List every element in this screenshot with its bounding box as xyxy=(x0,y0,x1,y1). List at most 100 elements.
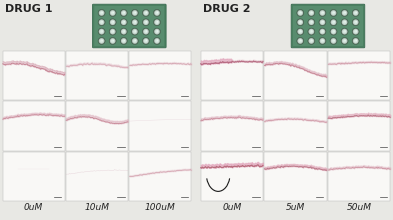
Circle shape xyxy=(354,39,358,43)
Circle shape xyxy=(310,20,313,24)
Circle shape xyxy=(144,11,148,15)
Bar xyxy=(129,152,191,201)
Circle shape xyxy=(320,38,325,44)
Circle shape xyxy=(146,21,147,22)
FancyBboxPatch shape xyxy=(94,6,164,46)
Circle shape xyxy=(353,10,358,16)
Circle shape xyxy=(131,28,138,35)
Circle shape xyxy=(344,30,346,32)
Circle shape xyxy=(143,38,149,44)
Circle shape xyxy=(154,29,160,34)
Circle shape xyxy=(143,10,149,16)
Circle shape xyxy=(308,9,315,16)
Circle shape xyxy=(99,10,105,16)
Circle shape xyxy=(155,20,159,24)
Circle shape xyxy=(319,9,326,16)
Circle shape xyxy=(153,19,160,26)
Circle shape xyxy=(144,39,148,43)
Circle shape xyxy=(101,21,103,22)
Circle shape xyxy=(109,19,116,26)
Circle shape xyxy=(144,20,148,24)
Circle shape xyxy=(146,30,147,32)
Circle shape xyxy=(112,40,114,41)
Circle shape xyxy=(109,28,116,35)
Circle shape xyxy=(344,12,346,13)
Bar xyxy=(66,101,128,150)
Circle shape xyxy=(319,28,326,35)
Circle shape xyxy=(121,38,127,44)
Bar xyxy=(264,51,327,100)
Circle shape xyxy=(299,20,302,24)
Bar xyxy=(264,101,327,150)
Circle shape xyxy=(99,29,105,34)
Bar xyxy=(201,51,263,100)
Circle shape xyxy=(330,28,337,35)
Circle shape xyxy=(332,30,335,33)
Circle shape xyxy=(111,39,114,43)
Circle shape xyxy=(143,20,149,25)
Bar xyxy=(328,152,390,201)
Circle shape xyxy=(342,29,347,34)
Text: 5uM: 5uM xyxy=(286,203,305,212)
Circle shape xyxy=(122,20,125,24)
Circle shape xyxy=(319,37,326,44)
Circle shape xyxy=(110,10,116,16)
Circle shape xyxy=(344,21,346,22)
Circle shape xyxy=(322,30,324,32)
Circle shape xyxy=(344,40,346,41)
Circle shape xyxy=(355,21,357,22)
Circle shape xyxy=(352,28,359,35)
Circle shape xyxy=(341,37,348,44)
Circle shape xyxy=(342,20,347,25)
Circle shape xyxy=(299,39,302,43)
Circle shape xyxy=(333,12,335,13)
Circle shape xyxy=(298,29,303,34)
Circle shape xyxy=(354,30,358,33)
Circle shape xyxy=(134,21,136,22)
Circle shape xyxy=(112,12,114,13)
Circle shape xyxy=(333,40,335,41)
Bar xyxy=(328,101,390,150)
Circle shape xyxy=(297,9,304,16)
Circle shape xyxy=(157,30,158,32)
Text: 100uM: 100uM xyxy=(145,203,176,212)
Circle shape xyxy=(100,11,103,15)
Circle shape xyxy=(354,11,358,15)
Circle shape xyxy=(310,39,313,43)
Circle shape xyxy=(132,20,138,25)
Circle shape xyxy=(298,38,303,44)
Circle shape xyxy=(299,11,302,15)
Circle shape xyxy=(300,12,301,13)
Circle shape xyxy=(98,37,105,44)
Circle shape xyxy=(322,40,324,41)
Circle shape xyxy=(332,20,335,24)
Circle shape xyxy=(131,9,138,16)
Circle shape xyxy=(343,11,346,15)
Circle shape xyxy=(99,38,105,44)
Circle shape xyxy=(321,20,324,24)
Circle shape xyxy=(157,21,158,22)
Text: 0uM: 0uM xyxy=(222,203,241,212)
Circle shape xyxy=(298,10,303,16)
Circle shape xyxy=(331,29,336,34)
Circle shape xyxy=(154,10,160,16)
Circle shape xyxy=(110,29,116,34)
Circle shape xyxy=(341,9,348,16)
Circle shape xyxy=(300,40,301,41)
Circle shape xyxy=(100,30,103,33)
Circle shape xyxy=(331,20,336,25)
Circle shape xyxy=(310,11,313,15)
Circle shape xyxy=(122,39,125,43)
Bar xyxy=(3,51,64,100)
Circle shape xyxy=(320,10,325,16)
Circle shape xyxy=(131,19,138,26)
Circle shape xyxy=(300,21,301,22)
Circle shape xyxy=(297,37,304,44)
Circle shape xyxy=(355,30,357,32)
Bar xyxy=(201,152,263,201)
Circle shape xyxy=(331,38,336,44)
Bar xyxy=(328,51,390,100)
FancyBboxPatch shape xyxy=(92,4,166,48)
Circle shape xyxy=(101,30,103,32)
Bar xyxy=(129,101,191,150)
